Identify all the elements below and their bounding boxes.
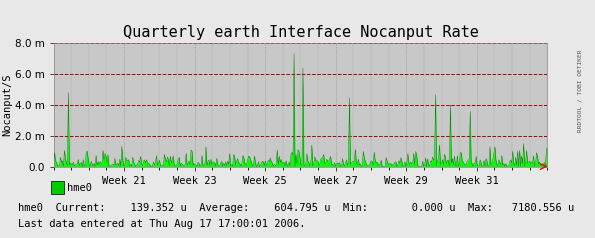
Text: hme0  Current:    139.352 u  Average:    604.795 u  Min:       0.000 u  Max:   7: hme0 Current: 139.352 u Average: 604.795…	[18, 203, 574, 213]
Text: RRDTOOL / TOBI OETIKER: RRDTOOL / TOBI OETIKER	[578, 49, 583, 132]
Y-axis label: Nocanput/S: Nocanput/S	[2, 74, 12, 136]
Text: Last data entered at Thu Aug 17 17:00:01 2006.: Last data entered at Thu Aug 17 17:00:01…	[18, 219, 305, 229]
Title: Quarterly earth Interface Nocanput Rate: Quarterly earth Interface Nocanput Rate	[123, 25, 478, 40]
Text: hme0: hme0	[67, 183, 92, 193]
